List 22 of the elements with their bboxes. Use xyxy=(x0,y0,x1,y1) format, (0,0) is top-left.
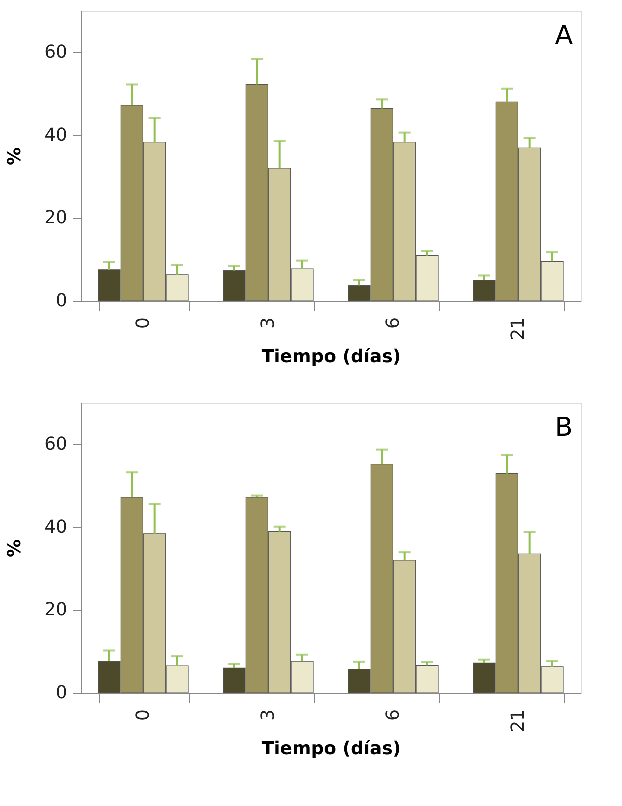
annotation: B xyxy=(555,413,573,443)
x-tick-label: 0 xyxy=(133,710,154,721)
x-tick-label: 21 xyxy=(508,318,529,340)
x-tick-label: 0 xyxy=(133,318,154,329)
x-tick-label: 6 xyxy=(383,710,404,721)
y-tick-label: 60 xyxy=(44,42,68,63)
annotation: A xyxy=(555,21,574,51)
x-axis-title: Tiempo (días) xyxy=(262,346,402,368)
x-tick-label: 3 xyxy=(258,710,279,721)
y-tick-label: 40 xyxy=(44,516,68,538)
y-tick-label: 40 xyxy=(44,124,68,146)
y-tick-label: 20 xyxy=(44,600,68,621)
y-tick-label: 20 xyxy=(44,208,68,229)
x-tick-label: 6 xyxy=(383,318,404,329)
y-axis-title: % xyxy=(4,147,26,166)
x-axis-title: Tiempo (días) xyxy=(262,738,402,760)
x-tick-label: 21 xyxy=(508,710,529,732)
y-tick-label: 0 xyxy=(56,290,68,312)
y-tick-label: 0 xyxy=(56,682,68,704)
x-tick-label: 3 xyxy=(258,318,279,329)
y-axis-title: % xyxy=(4,539,26,558)
y-tick-label: 60 xyxy=(44,434,68,455)
